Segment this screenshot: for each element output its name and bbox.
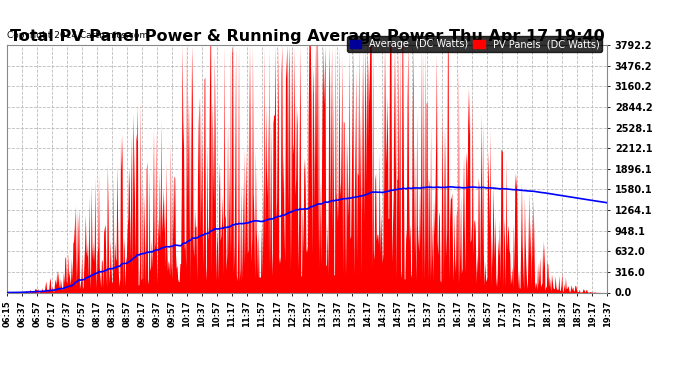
Title: Total PV Panel Power & Running Average Power Thu Apr 17 19:40: Total PV Panel Power & Running Average P… [10, 29, 604, 44]
Legend: Average  (DC Watts), PV Panels  (DC Watts): Average (DC Watts), PV Panels (DC Watts) [347, 36, 602, 52]
Text: Copyright 2014 Cartronics.com: Copyright 2014 Cartronics.com [7, 32, 148, 40]
